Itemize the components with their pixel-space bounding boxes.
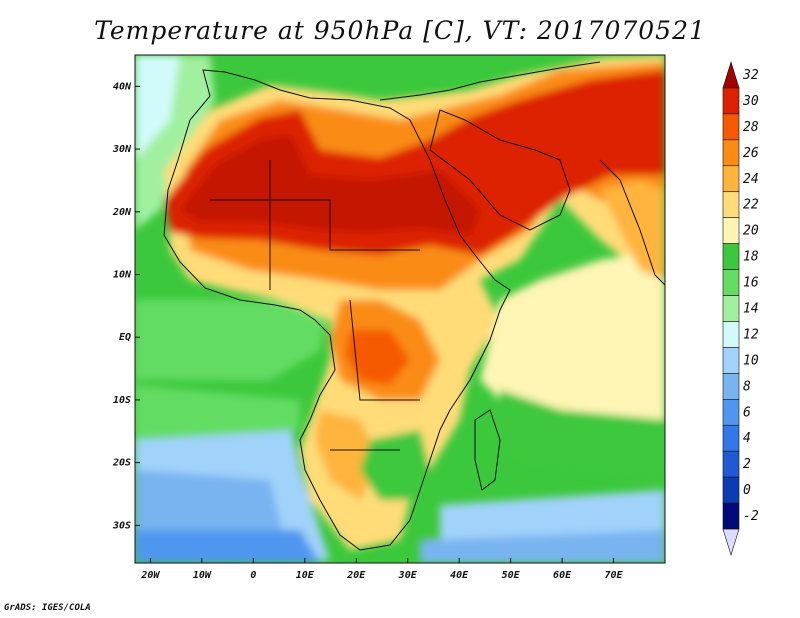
lon-tick-label: 20E <box>346 570 366 581</box>
lon-tick-label: 10W <box>193 570 212 581</box>
colorbar-swatch <box>722 87 740 115</box>
credit-label: GrADS: IGES/COLA <box>4 603 91 613</box>
colorbar-label: -2 <box>743 509 759 524</box>
colorbar-label: 6 <box>743 405 751 420</box>
coastlines <box>163 61 665 551</box>
map-title: Temperature at 950hPa [C], VT: 201707052… <box>94 16 706 45</box>
lon-tick-label: 20W <box>140 570 160 581</box>
lon-tick-label: 70E <box>605 570 624 581</box>
lat-tick-label: 30N <box>112 144 132 155</box>
colorbar-label: 10 <box>743 353 759 368</box>
colorbar-swatch <box>722 269 740 296</box>
colorbar-label: 28 <box>743 120 759 135</box>
temperature-field <box>135 55 665 563</box>
colorbar-label: 4 <box>743 431 751 446</box>
colorbar-swatch <box>722 502 740 530</box>
colorbar-label: 32 <box>742 68 759 83</box>
lat-tick-label: EQ <box>119 332 131 343</box>
lat-tick-label: 30S <box>112 520 131 531</box>
latitude-ticks: 40N 30N 20N 10N EQ 10S 20S 30S <box>112 81 140 531</box>
colorbar-swatch <box>722 476 740 504</box>
lat-tick-label: 40N <box>113 81 132 92</box>
lon-tick-label: 50E <box>502 570 521 581</box>
colorbar-label: 8 <box>743 379 751 394</box>
lon-tick-label: 40E <box>450 570 469 581</box>
colorbar-swatch <box>722 113 740 141</box>
map-frame <box>134 54 666 564</box>
colorbar-label: 14 <box>743 302 759 317</box>
colorbar-swatch <box>722 139 740 167</box>
colorbar-swatch <box>722 217 740 244</box>
colorbar-swatch <box>722 424 740 452</box>
colorbar-swatch <box>722 295 740 322</box>
colorbar-swatch <box>722 165 740 193</box>
colorbar-label: 22 <box>743 198 759 213</box>
colorbar-swatch <box>722 60 740 89</box>
lon-tick-label: 0 <box>250 570 256 581</box>
colorbar-label: 30 <box>742 94 759 109</box>
colorbar-label: 24 <box>743 172 759 187</box>
colorbar-label: 18 <box>743 250 759 265</box>
colorbar-label: 12 <box>743 327 759 342</box>
colorbar-swatch <box>722 347 740 374</box>
colorbar-swatch <box>722 399 740 426</box>
colorbar-swatch <box>722 321 740 348</box>
lon-tick-label: 10E <box>296 570 315 581</box>
colorbar-swatch <box>722 243 740 270</box>
colorbar-swatch <box>722 450 740 478</box>
longitude-ticks: 20W 10W 0 10E 20E 30E 40E 50E 60E 70E <box>140 558 624 581</box>
colorbar-label: 20 <box>743 224 759 239</box>
colorbar-label: 2 <box>743 457 751 472</box>
colorbar-label: 26 <box>743 146 759 161</box>
lat-tick-label: 10N <box>113 270 132 281</box>
lat-tick-label: 20N <box>112 207 132 218</box>
lat-tick-label: 20S <box>112 458 131 469</box>
colorbar-label: 0 <box>743 483 751 498</box>
colorbar-label: 16 <box>743 276 759 291</box>
colorbar-swatch <box>722 373 740 400</box>
lon-tick-label: 30E <box>398 570 418 581</box>
lon-tick-label: 60E <box>553 570 572 581</box>
colorbar-swatch <box>722 528 740 557</box>
lat-tick-label: 10S <box>113 395 131 406</box>
colorbar-swatch <box>722 191 740 218</box>
